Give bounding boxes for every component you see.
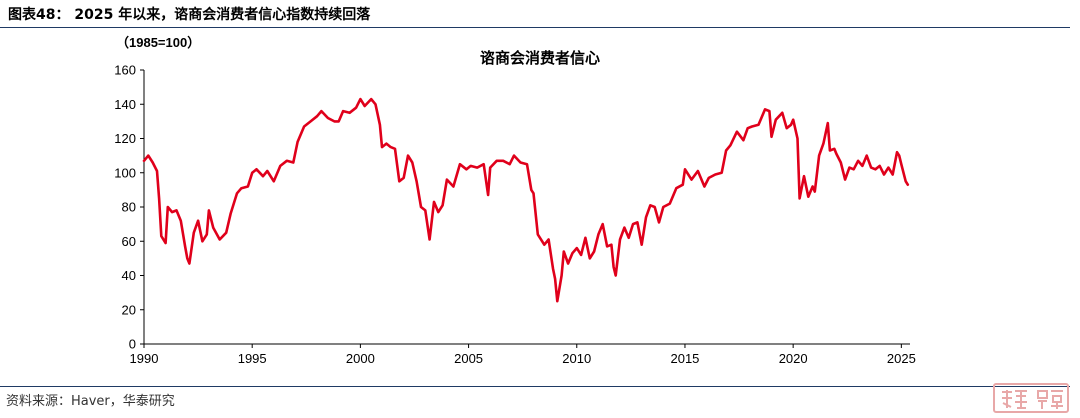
brand-seal-logo [993,383,1069,413]
figure-title: 图表48： 2025 年以来，谘商会消费者信心指数持续回落 [8,7,371,23]
y-tick-label: 40 [122,268,136,283]
y-tick-label: 100 [114,165,136,180]
chart-title: 谘商会消费者信心 [480,49,600,67]
seal-glyph-right [1037,390,1063,409]
y-unit-label: （1985=100） [116,35,200,50]
x-tick-label: 1990 [130,351,159,366]
footer-divider [0,386,1070,387]
x-tick-label: 2020 [779,351,808,366]
seal-glyph-left [1002,390,1027,409]
y-tick-label: 120 [114,131,136,146]
line-chart: 0 20 40 60 80 100 120 140 160 1990 1995 2000 2005 201… [114,35,916,366]
y-tick-label: 160 [114,63,136,78]
y-tick-label: 60 [122,234,136,249]
x-tick-label: 2025 [887,351,916,366]
y-tick-label: 0 [129,337,136,352]
x-tick-label: 2000 [346,351,375,366]
y-tick-label: 20 [122,302,136,317]
x-tick-label: 2010 [562,351,591,366]
x-tick-label: 1995 [238,351,267,366]
header-divider [0,27,1070,28]
source-note: 资料来源：Haver，华泰研究 [6,394,175,409]
x-tick-label: 2005 [454,351,483,366]
y-tick-label: 140 [114,97,136,112]
y-tick-label: 80 [122,200,136,215]
x-tick-label: 2015 [670,351,699,366]
series-line-consumer-confidence [142,97,910,303]
